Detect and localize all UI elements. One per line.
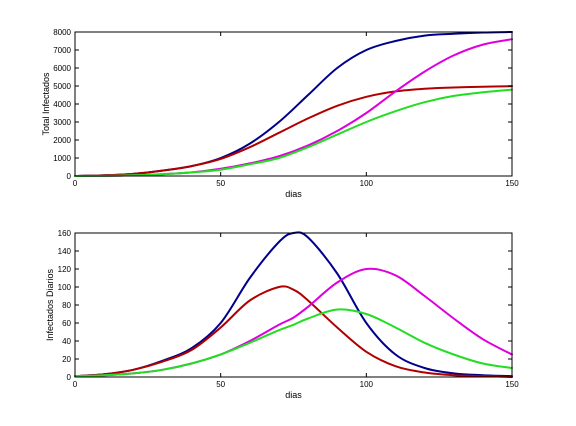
y-tick-label: 100 (58, 283, 72, 292)
panel-1-series-1-line (74, 31, 513, 177)
y-tick-label: 7000 (53, 46, 71, 55)
x-tick-label: 50 (216, 179, 225, 188)
y-tick-label: 140 (58, 247, 72, 256)
x-axis-label: dias (285, 390, 302, 400)
panel-2-series-4-line (74, 308, 513, 378)
x-tick-label: 150 (505, 179, 519, 188)
x-tick-label: 100 (360, 179, 374, 188)
y-tick-label: 80 (62, 301, 71, 310)
y-tick-label: 2000 (53, 136, 71, 145)
y-tick-label: 1000 (53, 154, 71, 163)
y-tick-label: 6000 (53, 64, 71, 73)
chart-panel-2: 0 50 100 150 0 20 40 60 80 100 120 140 160 dias Infect… (45, 229, 519, 400)
x-tick-label: 100 (360, 380, 374, 389)
y-tick-label: 5000 (53, 82, 71, 91)
chart-panel-1: 0 50 100 150 0 1000 2000 3000 4000 5000 6000 7000 80… (41, 28, 519, 199)
panel-1-series-2-line (74, 85, 513, 177)
panel-2-series-1-line (74, 231, 513, 378)
y-tick-label: 40 (62, 337, 71, 346)
y-tick-label: 0 (67, 373, 72, 382)
y-tick-label: 120 (58, 265, 72, 274)
x-tick-label: 150 (505, 380, 519, 389)
panel-1-series-4-line (74, 88, 513, 177)
x-tick-label: 50 (216, 380, 225, 389)
x-axis-label: dias (285, 189, 302, 199)
panel-2-series-3-line (74, 267, 513, 378)
y-tick-label: 3000 (53, 118, 71, 127)
panel-2-axes-frame (74, 232, 513, 378)
panel-1-axes-frame (74, 31, 513, 177)
y-axis-label: Total Infectados (41, 72, 51, 136)
y-tick-label: 4000 (53, 100, 71, 109)
y-tick-label: 0 (67, 172, 72, 181)
y-tick-label: 60 (62, 319, 71, 328)
y-axis-label: Infectados Diarios (45, 268, 55, 341)
panel-2-series-2-line (74, 285, 513, 378)
y-tick-label: 160 (58, 229, 72, 238)
y-tick-label: 8000 (53, 28, 71, 37)
x-tick-label: 0 (73, 179, 78, 188)
x-tick-label: 0 (73, 380, 78, 389)
y-tick-label: 20 (62, 355, 71, 364)
